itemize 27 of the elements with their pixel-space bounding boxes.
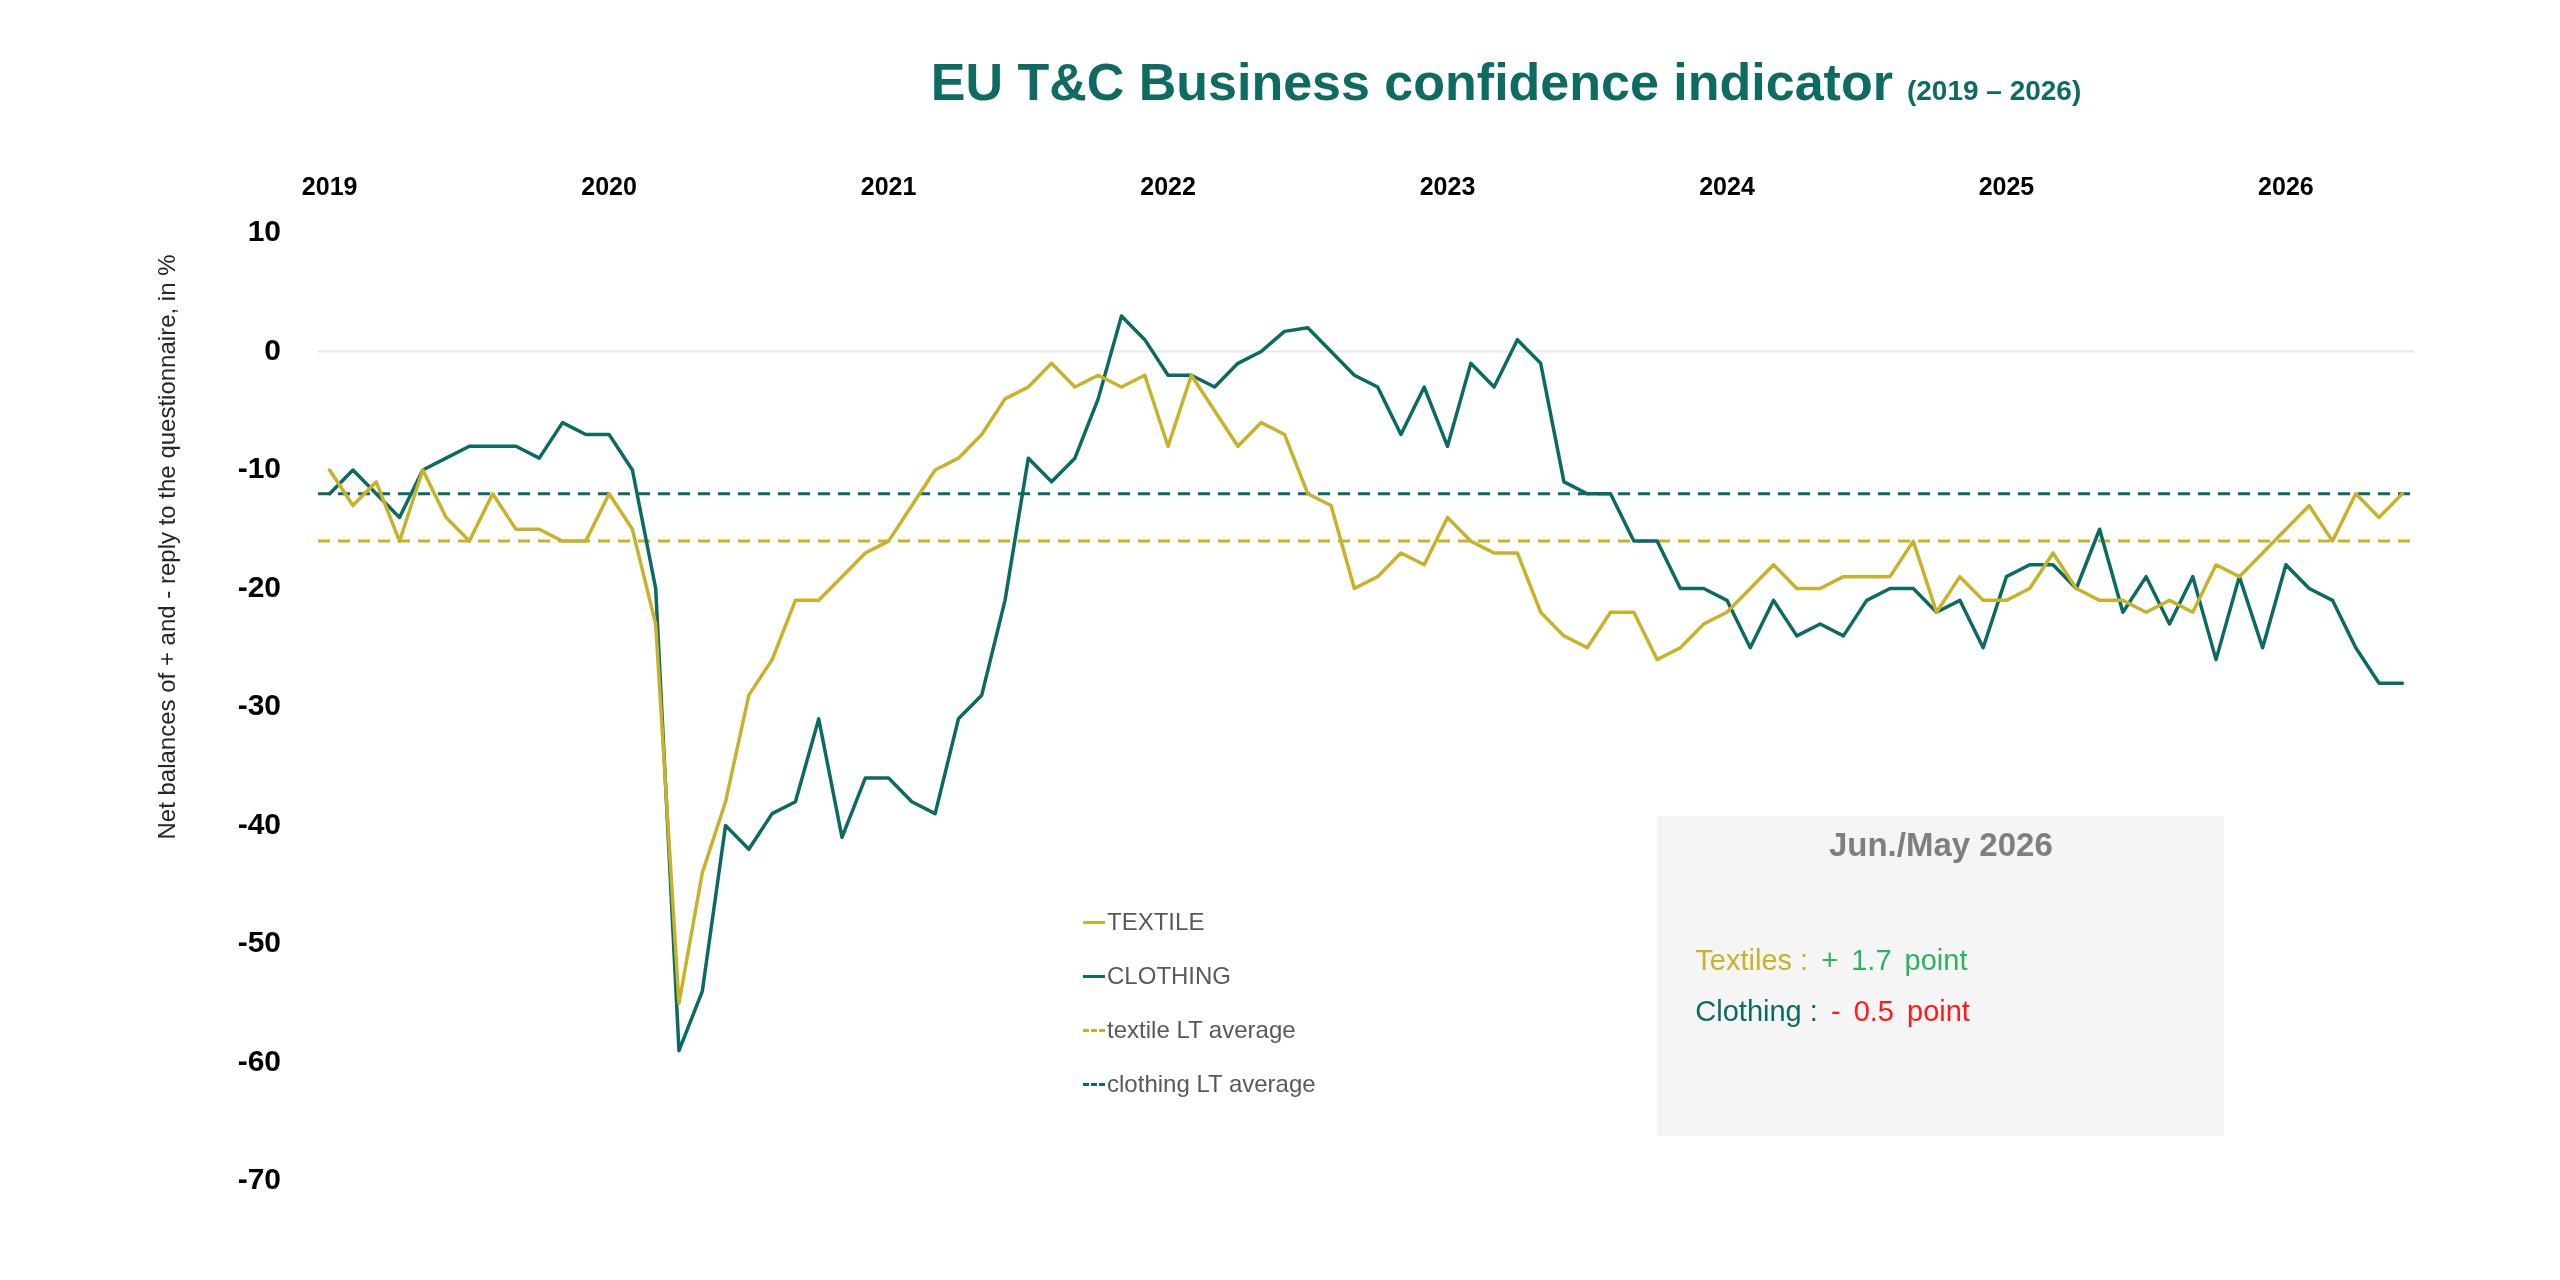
annotation: Clothing : - 0.5 point bbox=[1695, 995, 1970, 1027]
y-tick-label: -70 bbox=[237, 1162, 281, 1196]
legend-label: clothing LT average bbox=[1107, 1070, 1316, 1098]
y-tick-label: -40 bbox=[237, 806, 281, 840]
annotation: Jun./May 2026 bbox=[1827, 826, 2054, 864]
annotation: Textiles : + 1.7 point bbox=[1695, 944, 1968, 976]
x-tick-label: 2020 bbox=[581, 171, 637, 200]
chart-subtitle: (2019 – 2026) bbox=[1906, 75, 2082, 106]
y-tick-label: -30 bbox=[237, 688, 281, 722]
x-tick-label: 2022 bbox=[1140, 171, 1196, 200]
legend-label: textile LT average bbox=[1107, 1016, 1296, 1044]
y-tick-label: -50 bbox=[237, 925, 281, 959]
y-tick-label: -10 bbox=[237, 451, 281, 485]
y-tick-label: -60 bbox=[237, 1043, 281, 1077]
x-tick-label: 2026 bbox=[2258, 171, 2314, 200]
y-tick-label: 0 bbox=[264, 332, 281, 366]
x-tick-label: 2023 bbox=[1419, 171, 1476, 200]
legend-label: CLOTHING bbox=[1107, 962, 1232, 990]
x-tick-label: 2019 bbox=[301, 171, 358, 200]
chart-title: EU T&C Business confidence indicator bbox=[930, 53, 1893, 111]
y-tick-label: 10 bbox=[247, 214, 281, 248]
x-tick-label: 2024 bbox=[1699, 171, 1755, 200]
y-axis-title: Net balances of + and - reply to the questionnaire, in % bbox=[153, 254, 181, 840]
x-tick-label: 2021 bbox=[860, 171, 917, 200]
y-tick-label: -20 bbox=[237, 569, 281, 603]
legend-label: TEXTILE bbox=[1107, 908, 1205, 936]
x-tick-label: 2025 bbox=[1978, 171, 2035, 200]
